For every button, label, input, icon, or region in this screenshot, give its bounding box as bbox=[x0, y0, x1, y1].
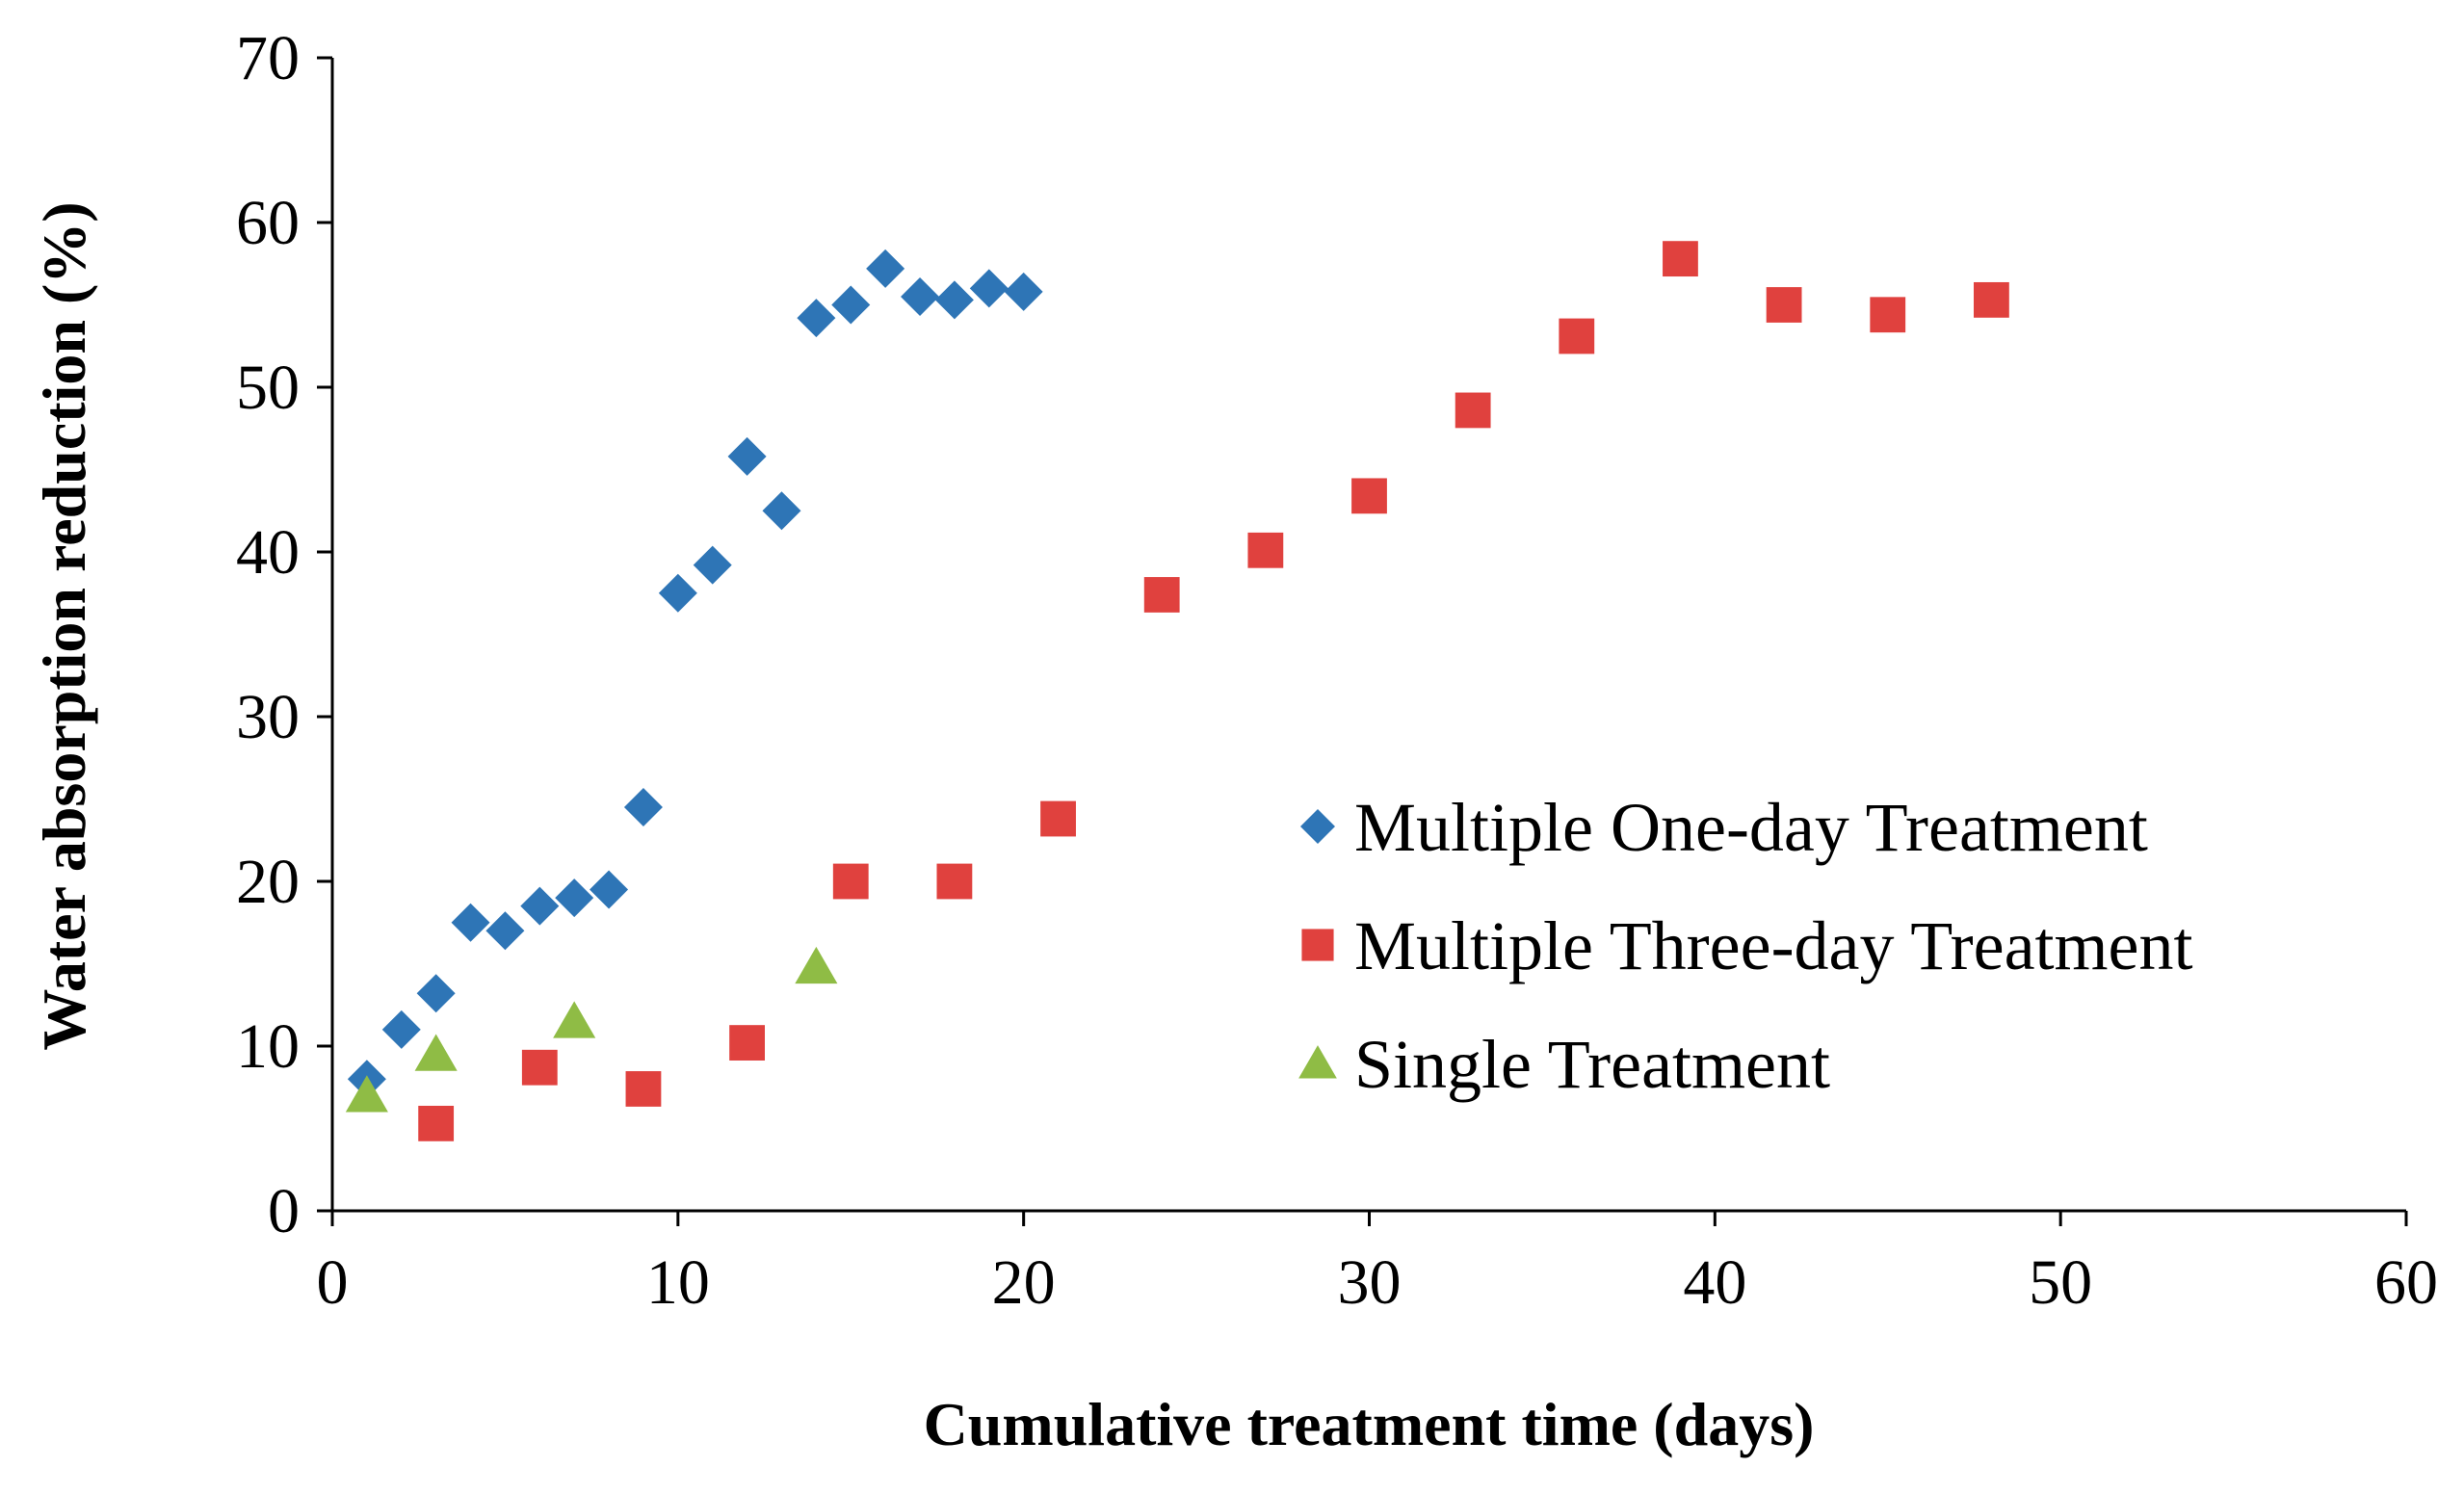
x-tick-label: 20 bbox=[992, 1247, 1056, 1318]
diamond-point bbox=[762, 491, 801, 531]
axes: 0 10 20 30 40 50 60 70 0 10 20 30 40 50 60 bbox=[236, 23, 2438, 1318]
legend-label: Multiple One-day Treatment bbox=[1354, 789, 2148, 866]
x-tick-label: 0 bbox=[317, 1247, 349, 1318]
triangle-point bbox=[795, 946, 838, 984]
diamond-point bbox=[623, 788, 663, 827]
diamond-point bbox=[1004, 272, 1043, 311]
series-3 bbox=[345, 946, 838, 1113]
y-tick-label: 10 bbox=[236, 1011, 300, 1082]
series-2 bbox=[418, 241, 2009, 1141]
diamond-point bbox=[590, 870, 629, 909]
diamond-point bbox=[866, 249, 905, 288]
y-tick-label: 60 bbox=[236, 188, 300, 258]
y-tick-label: 30 bbox=[236, 682, 300, 752]
square-point bbox=[1870, 297, 1906, 333]
y-tick-label: 20 bbox=[236, 847, 300, 917]
legend-marker bbox=[1298, 1045, 1337, 1079]
square-point bbox=[832, 863, 869, 900]
legend-marker bbox=[1300, 809, 1335, 844]
square-point bbox=[625, 1071, 662, 1107]
square-point bbox=[521, 1049, 558, 1086]
square-point bbox=[1040, 800, 1076, 837]
diamond-point bbox=[901, 276, 940, 316]
square-point bbox=[1974, 281, 2009, 318]
square-point bbox=[418, 1105, 455, 1141]
legend-marker bbox=[1301, 929, 1334, 961]
diamond-point bbox=[485, 911, 525, 951]
legend-label: Single Treatment bbox=[1354, 1026, 1830, 1103]
square-point bbox=[1351, 478, 1387, 514]
square-point bbox=[1766, 287, 1802, 323]
x-tick-label: 40 bbox=[1683, 1247, 1746, 1318]
square-point bbox=[1143, 577, 1180, 613]
diamond-point bbox=[381, 1009, 421, 1049]
diamond-point bbox=[727, 436, 767, 476]
triangle-point bbox=[414, 1034, 458, 1071]
diamond-point bbox=[520, 886, 560, 926]
diamond-point bbox=[831, 285, 871, 325]
legend-label: Multiple Three-day Treatment bbox=[1354, 907, 2193, 984]
legend-item-2: Multiple Three-day Treatment bbox=[1301, 907, 2193, 984]
legend-item-1: Multiple One-day Treatment bbox=[1300, 789, 2148, 866]
y-tick-label: 40 bbox=[236, 517, 300, 588]
x-axis-title: Cumulative treatment time (days) bbox=[924, 1390, 1815, 1458]
y-tick-label: 50 bbox=[236, 353, 300, 423]
data-marks bbox=[345, 241, 2009, 1141]
triangle-point bbox=[345, 1075, 388, 1113]
diamond-point bbox=[693, 545, 732, 585]
diamond-point bbox=[451, 903, 490, 942]
x-tick-label: 10 bbox=[646, 1247, 710, 1318]
diamond-point bbox=[934, 280, 974, 320]
square-point bbox=[1663, 241, 1698, 277]
square-point bbox=[1559, 318, 1595, 354]
square-point bbox=[1247, 532, 1284, 568]
y-axis-title: Water absorption reduction (%) bbox=[30, 201, 98, 1050]
diamond-point bbox=[555, 878, 594, 918]
y-tick-label: 70 bbox=[236, 23, 300, 93]
square-point bbox=[1455, 392, 1491, 429]
diamond-point bbox=[797, 299, 836, 338]
series-1 bbox=[347, 249, 1043, 1099]
x-tick-label: 60 bbox=[2374, 1247, 2438, 1318]
y-tick-label: 0 bbox=[268, 1176, 300, 1246]
legend-item-3: Single Treatment bbox=[1298, 1026, 1830, 1103]
triangle-point bbox=[553, 1001, 596, 1038]
square-point bbox=[936, 863, 973, 900]
x-tick-label: 50 bbox=[2029, 1247, 2092, 1318]
diamond-point bbox=[969, 269, 1009, 308]
legend: Multiple One-day Treatment Multiple Three… bbox=[1298, 789, 2193, 1103]
diamond-point bbox=[416, 974, 456, 1013]
diamond-point bbox=[658, 573, 697, 613]
x-tick-label: 30 bbox=[1338, 1247, 1402, 1318]
square-point bbox=[729, 1025, 765, 1061]
